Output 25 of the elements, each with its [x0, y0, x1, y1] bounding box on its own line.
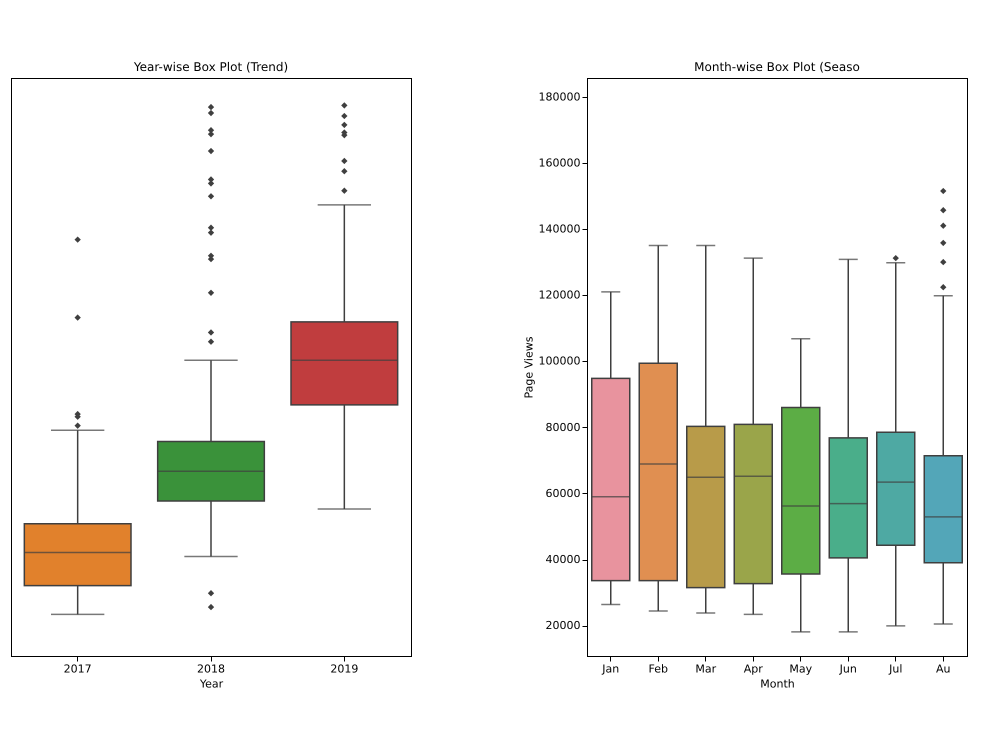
- x-tick-label: Jul: [888, 662, 902, 676]
- chart-title: Month-wise Box Plot (Seaso: [694, 60, 860, 74]
- y-axis-title: Page Views: [522, 336, 536, 398]
- x-tick-label: Jun: [838, 662, 857, 676]
- x-tick-label: May: [789, 662, 813, 676]
- y-tick-label: 60000: [546, 486, 580, 500]
- y-tick-label: 180000: [538, 90, 580, 104]
- y-tick-label: 160000: [538, 156, 580, 170]
- x-axis-title: Month: [760, 678, 795, 690]
- chart-title: Year-wise Box Plot (Trend): [132, 60, 288, 74]
- x-tick-label: 2017: [64, 662, 92, 676]
- y-tick-label: 40000: [546, 553, 580, 566]
- x-tick-label: 2019: [330, 662, 358, 676]
- y-tick-label: 140000: [538, 222, 580, 236]
- x-tick-label: Au: [936, 662, 950, 676]
- x-tick-label: Apr: [744, 662, 764, 676]
- x-tick-label: Feb: [648, 662, 668, 676]
- y-tick-label: 120000: [538, 288, 580, 302]
- x-axis-title: Year: [198, 678, 224, 690]
- y-tick-label: 80000: [546, 420, 580, 434]
- x-tick-label: Jan: [601, 662, 620, 676]
- y-tick-label: 20000: [546, 619, 580, 632]
- y-tick-label: 100000: [538, 354, 580, 368]
- x-tick-label: Mar: [695, 662, 717, 676]
- x-tick-label: 2018: [197, 662, 225, 676]
